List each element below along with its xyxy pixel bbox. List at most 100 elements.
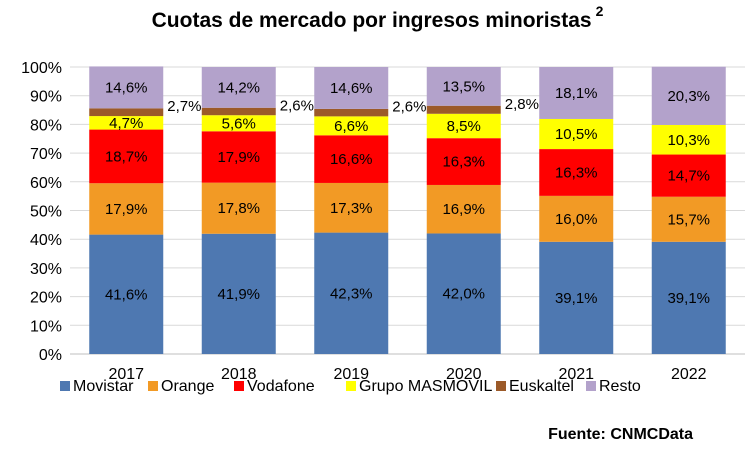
data-label-grupo-masmovil-2021: 10,5% bbox=[555, 126, 598, 143]
data-label-movistar-2022: 39,1% bbox=[667, 290, 710, 307]
data-label-vodafone-2021: 16,3% bbox=[555, 164, 598, 181]
bar-segment-grupo-masmovil-2020 bbox=[426, 113, 501, 139]
x-tick-label-2022: 2022 bbox=[671, 366, 707, 383]
data-label-resto-2017: 14,6% bbox=[105, 79, 148, 96]
legend-label-resto: Resto bbox=[599, 378, 641, 395]
legend: Movistar Orange Vodafone Grupo MASMOVIL Eusk… bbox=[60, 378, 641, 395]
data-label-grupo-masmovil-2020: 8,5% bbox=[447, 118, 481, 135]
bar-segment-vodafone-2019 bbox=[314, 135, 389, 183]
x-tick-label-2020: 2020 bbox=[446, 366, 482, 383]
x-tick-label-2017: 2017 bbox=[108, 366, 144, 383]
data-label-movistar-2021: 39,1% bbox=[555, 290, 598, 307]
bar-segment-vodafone-2018 bbox=[201, 131, 276, 183]
bar-segment-resto-2021 bbox=[539, 67, 614, 119]
data-label-euskaltel-2017: 2,7% bbox=[167, 98, 201, 115]
bar-segment-movistar-2022 bbox=[651, 241, 726, 354]
bar-segment-vodafone-2021 bbox=[539, 149, 614, 196]
bar-segment-resto-2019 bbox=[314, 67, 389, 109]
bars bbox=[89, 66, 726, 354]
data-label-resto-2021: 18,1% bbox=[555, 85, 598, 102]
bar-segment-movistar-2018 bbox=[201, 233, 276, 354]
data-label-grupo-masmovil-2017: 4,7% bbox=[109, 115, 143, 132]
chart-title-text: Cuotas de mercado por ingresos minorista… bbox=[151, 9, 592, 32]
y-tick-label: 80% bbox=[30, 117, 62, 134]
data-label-vodafone-2017: 18,7% bbox=[105, 148, 148, 165]
data-label-movistar-2017: 41,6% bbox=[105, 286, 148, 303]
y-tick-label: 90% bbox=[30, 89, 62, 106]
y-tick-label: 70% bbox=[30, 146, 62, 163]
bar-segment-vodafone-2022 bbox=[651, 154, 726, 197]
bar-segment-euskaltel-2018 bbox=[201, 107, 276, 116]
bar-segment-euskaltel-2017 bbox=[89, 108, 164, 117]
data-label-resto-2022: 20,3% bbox=[667, 88, 710, 105]
data-label-resto-2018: 14,2% bbox=[217, 79, 260, 96]
data-label-orange-2020: 16,9% bbox=[442, 201, 485, 218]
data-label-grupo-masmovil-2022: 10,3% bbox=[667, 132, 710, 149]
data-label-resto-2019: 14,6% bbox=[330, 80, 373, 97]
legend-swatch-grupo-masmovil bbox=[346, 381, 356, 391]
legend-label-orange: Orange bbox=[161, 378, 214, 395]
y-tick-label: 60% bbox=[30, 175, 62, 192]
data-label-orange-2022: 15,7% bbox=[667, 211, 710, 228]
data-label-vodafone-2019: 16,6% bbox=[330, 151, 373, 168]
bar-segment-grupo-masmovil-2017 bbox=[89, 116, 164, 130]
data-label-vodafone-2018: 17,9% bbox=[217, 149, 260, 166]
y-tick-label: 50% bbox=[30, 204, 62, 221]
y-tick-label: 10% bbox=[30, 318, 62, 335]
data-label-orange-2018: 17,8% bbox=[217, 200, 260, 217]
y-tick-label: 20% bbox=[30, 290, 62, 307]
data-label-resto-2020: 13,5% bbox=[442, 78, 485, 95]
y-tick-label: 30% bbox=[30, 261, 62, 278]
data-labels: 41,6% 17,9% 18,7% 4,7% 2,7% 14,6% 41,9% 17,8% 17… bbox=[105, 78, 710, 307]
bar-segment-movistar-2020 bbox=[426, 233, 501, 354]
data-label-vodafone-2022: 14,7% bbox=[667, 168, 710, 185]
bar-segment-movistar-2019 bbox=[314, 232, 389, 354]
bar-segment-resto-2017 bbox=[89, 66, 164, 109]
y-tick-label: 40% bbox=[30, 232, 62, 249]
bar-segment-orange-2021 bbox=[539, 195, 614, 242]
data-label-movistar-2019: 42,3% bbox=[330, 285, 373, 302]
legend-swatch-movistar bbox=[60, 381, 70, 391]
data-label-euskaltel-2019: 2,6% bbox=[392, 99, 426, 116]
legend-label-movistar: Movistar bbox=[73, 378, 134, 395]
data-label-orange-2019: 17,3% bbox=[330, 200, 373, 217]
legend-label-grupo-masmovil: Grupo MASMOVIL bbox=[359, 378, 492, 395]
bar-segment-grupo-masmovil-2018 bbox=[201, 115, 276, 132]
data-label-euskaltel-2018: 2,6% bbox=[280, 97, 314, 114]
data-label-grupo-masmovil-2018: 5,6% bbox=[222, 115, 256, 132]
source-note: Fuente: CNMCData bbox=[548, 426, 693, 443]
legend-swatch-vodafone bbox=[234, 381, 244, 391]
bar-segment-grupo-masmovil-2021 bbox=[539, 118, 614, 150]
chart-title-superscript: 2 bbox=[595, 3, 604, 19]
bar-segment-euskaltel-2020 bbox=[426, 105, 501, 114]
data-label-vodafone-2020: 16,3% bbox=[442, 154, 485, 171]
legend-swatch-euskaltel bbox=[496, 381, 506, 391]
bar-segment-resto-2022 bbox=[651, 66, 726, 125]
bar-segment-resto-2020 bbox=[426, 67, 501, 106]
bar-segment-orange-2020 bbox=[426, 184, 501, 234]
bar-segment-vodafone-2017 bbox=[89, 129, 164, 184]
bar-segment-resto-2018 bbox=[201, 67, 276, 108]
bar-segment-euskaltel-2019 bbox=[314, 108, 389, 117]
x-tick-label-2019: 2019 bbox=[333, 366, 369, 383]
x-tick-label-2021: 2021 bbox=[558, 366, 594, 383]
data-label-movistar-2018: 41,9% bbox=[217, 286, 260, 303]
data-label-euskaltel-2020: 2,8% bbox=[505, 96, 539, 113]
y-tick-label: 0% bbox=[39, 347, 62, 364]
bar-segment-orange-2018 bbox=[201, 182, 276, 234]
bar-segment-movistar-2017 bbox=[89, 234, 164, 354]
bar-segment-movistar-2021 bbox=[539, 241, 614, 354]
y-axis: 0% 10% 20% 30% 40% 50% 60% 70% 80% 90% 100% bbox=[21, 60, 62, 364]
bar-segment-orange-2022 bbox=[651, 196, 726, 242]
data-label-grupo-masmovil-2019: 6,6% bbox=[334, 118, 368, 135]
bar-segment-orange-2019 bbox=[314, 182, 389, 233]
chart-title: Cuotas de mercado por ingresos minorista… bbox=[0, 3, 755, 33]
legend-label-euskaltel: Euskaltel bbox=[509, 378, 574, 395]
x-tick-label-2018: 2018 bbox=[221, 366, 257, 383]
legend-swatch-orange bbox=[148, 381, 158, 391]
x-axis: 2017 2018 2019 2020 2021 2022 bbox=[70, 353, 745, 383]
legend-swatch-resto bbox=[586, 381, 596, 391]
bar-segment-grupo-masmovil-2022 bbox=[651, 124, 726, 155]
data-label-orange-2017: 17,9% bbox=[105, 201, 148, 218]
